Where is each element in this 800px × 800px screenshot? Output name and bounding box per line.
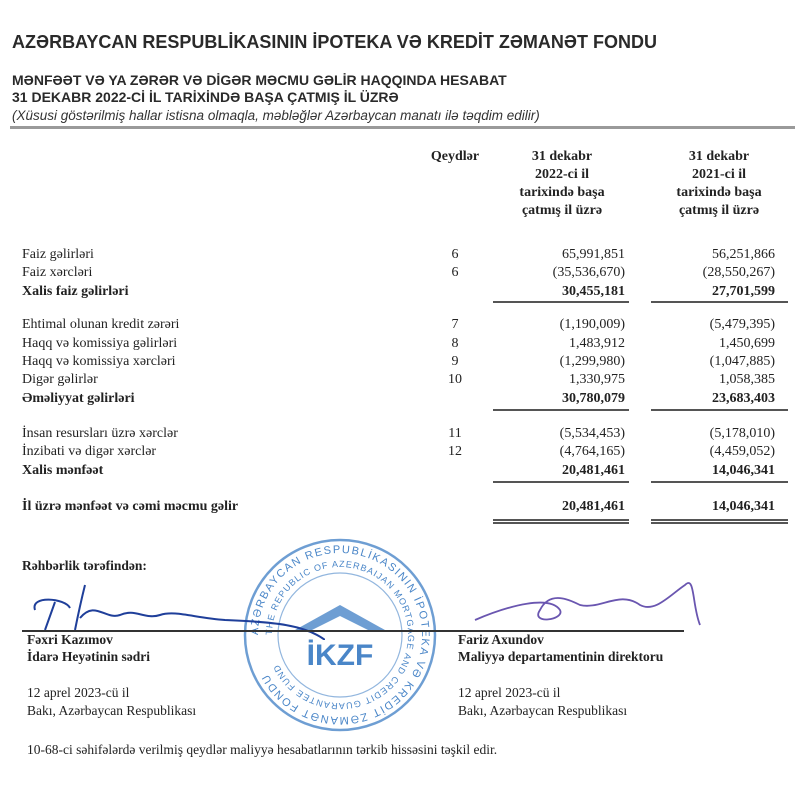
header-line: 2022-ci il (534, 167, 590, 182)
header-line: çatmış il üzrə (678, 203, 760, 218)
row-note: 7 (451, 317, 459, 332)
total-underline (493, 519, 629, 521)
notes-column-header: Qeydlər (430, 149, 480, 164)
value-2022: 1,483,912 (569, 336, 625, 351)
signer-right-position: Maliyyə departamentinin direktoru (458, 649, 664, 664)
company-stamp: AZƏRBAYCAN RESPUBLİKASININ İPOTEKA VƏ KR… (243, 538, 437, 732)
signatures-heading: Rəhbərlik tərəfindən: (22, 558, 147, 573)
value-2021: (5,479,395) (709, 317, 775, 332)
organization-title: AZƏRBAYCAN RESPUBLİKASININ İPOTEKA VƏ KR… (12, 32, 657, 52)
total-underline (651, 519, 788, 521)
table-row: Əməliyyat gəlirləri 30,780,079 23,683,403 (0, 391, 800, 409)
value-2021: (5,178,010) (709, 426, 775, 441)
signer-right-name: Fariz Axundov (458, 632, 544, 647)
row-note: 6 (451, 247, 459, 262)
total-underline (493, 409, 629, 411)
row-note: 8 (451, 336, 459, 351)
header-line: tarixində başa (519, 185, 605, 200)
header-line: tarixində başa (676, 185, 762, 200)
header-line: çatmış il üzrə (521, 203, 603, 218)
value-2022: 20,481,461 (562, 499, 625, 514)
table-row: Haqq və komissiya xərcləri 9 (1,299,980) (1… (0, 354, 800, 372)
row-label: İl üzrə mənfəət və cəmi məcmu gəlir (22, 499, 239, 514)
row-label: Ehtimal olunan kredit zərəri (22, 317, 180, 332)
value-2021: 1,450,699 (719, 336, 775, 351)
row-label: İnzibati və digər xərclər (22, 444, 157, 459)
column-header-2021: 31 dekabr 2021-ci il tarixində başa çatm… (650, 148, 788, 220)
header-line: 31 dekabr (688, 149, 750, 164)
footer-note: 10-68-ci səhifələrdə verilmiş qeydlər ma… (27, 742, 498, 757)
value-2022: 30,455,181 (562, 284, 625, 299)
total-underline (493, 522, 629, 524)
currency-note: (Xüsusi göstərilmiş hallar istisna olmaq… (12, 108, 540, 123)
table-row: Haqq və komissiya gəlirləri 8 1,483,912 1,4… (0, 336, 800, 354)
table-row: Faiz gəlirləri 6 65,991,851 56,251,866 (0, 247, 800, 265)
total-underline (493, 481, 629, 483)
signer-right-date: 12 aprel 2023-cü il (458, 685, 561, 700)
column-header-2022: 31 dekabr 2022-ci il tarixində başa çatm… (495, 148, 629, 220)
total-underline (651, 409, 788, 411)
value-2021: 56,251,866 (712, 247, 775, 262)
value-2021: (1,047,885) (709, 354, 775, 369)
value-2021: (28,550,267) (702, 265, 775, 280)
value-2021: 23,683,403 (712, 391, 775, 406)
row-label: Faiz gəlirləri (22, 247, 94, 262)
table-row: Xalis faiz gəlirləri 30,455,181 27,701,599 (0, 284, 800, 302)
signature-right (474, 582, 701, 626)
value-2021: 1,058,385 (719, 372, 775, 387)
signer-left-position: İdarə Heyətinin sədri (27, 649, 150, 664)
value-2022: 20,481,461 (562, 463, 625, 478)
row-label: İnsan resursları üzrə xərclər (22, 426, 178, 441)
value-2022: (5,534,453) (559, 426, 625, 441)
header-line: 2021-ci il (691, 167, 747, 182)
total-underline (651, 522, 788, 524)
value-2022: (35,536,670) (552, 265, 625, 280)
row-label: Xalis mənfəət (22, 463, 104, 478)
signer-right-place: Bakı, Azərbaycan Respublikası (458, 703, 628, 718)
value-2022: 1,330,975 (569, 372, 625, 387)
signature-line (22, 630, 684, 632)
total-underline (493, 301, 629, 303)
signature-left (33, 584, 325, 640)
row-note: 10 (448, 372, 462, 387)
table-row: Faiz xərcləri 6 (35,536,670) (28,550,267) (0, 265, 800, 283)
row-note: 11 (448, 426, 462, 441)
row-note: 12 (448, 444, 462, 459)
signer-left-place: Bakı, Azərbaycan Respublikası (27, 703, 197, 718)
value-2022: (4,764,165) (559, 444, 625, 459)
table-row: Xalis mənfəət 20,481,461 14,046,341 (0, 463, 800, 481)
svg-text:İKZF: İKZF (307, 639, 374, 672)
value-2021: (4,459,052) (709, 444, 775, 459)
value-2022: 65,991,851 (562, 247, 625, 262)
table-row: Digər gəlirlər 10 1,330,975 1,058,385 (0, 372, 800, 390)
row-label: Haqq və komissiya gəlirləri (22, 336, 178, 351)
statement-title: MƏNFƏƏT VƏ YA ZƏRƏR VƏ DİGƏR MƏCMU GƏLİR… (12, 72, 507, 88)
table-row: Ehtimal olunan kredit zərəri 7 (1,190,009)… (0, 317, 800, 335)
value-2022: (1,299,980) (559, 354, 625, 369)
total-underline (651, 481, 788, 483)
header-divider (10, 126, 795, 129)
table-row: İnzibati və digər xərclər 12 (4,764,165) (4… (0, 444, 800, 462)
header-line: 31 dekabr (531, 149, 593, 164)
row-label: Digər gəlirlər (22, 372, 98, 387)
row-label: Əməliyyat gəlirləri (22, 391, 135, 406)
row-label: Xalis faiz gəlirləri (22, 284, 129, 299)
row-label: Faiz xərcləri (22, 265, 93, 280)
table-row: İnsan resursları üzrə xərclər 11 (5,534,45… (0, 426, 800, 444)
value-2022: (1,190,009) (559, 317, 625, 332)
table-row: İl üzrə mənfəət və cəmi məcmu gəlir 20,48… (0, 499, 800, 517)
total-underline (651, 301, 788, 303)
statement-period: 31 DEKABR 2022-Cİ İL TARİXİNDƏ BAŞA ÇATM… (12, 89, 399, 105)
signer-left-name: Fəxri Kazımov (27, 632, 113, 647)
value-2021: 27,701,599 (712, 284, 775, 299)
row-label: Haqq və komissiya xərcləri (22, 354, 176, 369)
row-note: 6 (451, 265, 459, 280)
row-note: 9 (451, 354, 459, 369)
value-2022: 30,780,079 (562, 391, 625, 406)
value-2021: 14,046,341 (712, 463, 775, 478)
value-2021: 14,046,341 (712, 499, 775, 514)
signer-left-date: 12 aprel 2023-cü il (27, 685, 130, 700)
